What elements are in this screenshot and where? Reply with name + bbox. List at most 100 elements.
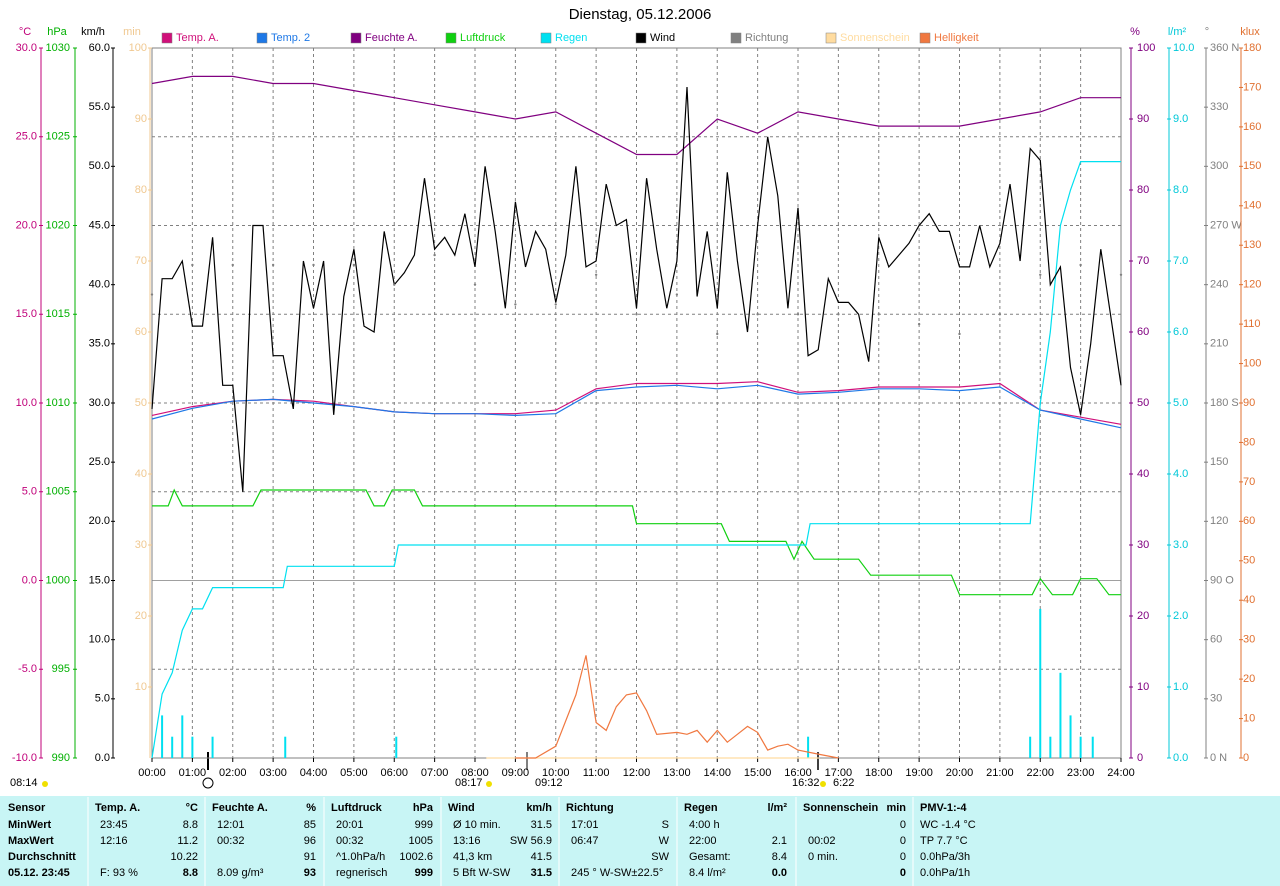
- y-tick-label: 10: [1243, 712, 1255, 724]
- y-tick-label: 30: [1243, 634, 1255, 646]
- x-tick-label: 06:00: [380, 767, 408, 779]
- series-line: [151, 381, 1122, 425]
- table-cell: 91: [304, 851, 316, 863]
- y-tick-label: -5.0: [18, 663, 37, 675]
- rain-bar: [1059, 672, 1062, 758]
- table-cell: MaxWert: [8, 835, 54, 847]
- x-tick-label: 14:00: [703, 767, 731, 779]
- table-cell: 8.09 g/m³: [217, 867, 264, 879]
- y-tick-label: 20.0: [16, 219, 37, 231]
- legend-swatch: [635, 32, 647, 44]
- y-tick-label: 5.0: [22, 486, 37, 498]
- y-tick-label: 8.0: [1173, 184, 1188, 196]
- series-line: [151, 161, 1121, 759]
- rain-bar: [181, 715, 184, 758]
- direction-dot: [473, 283, 477, 286]
- axis-unit: °: [1205, 26, 1209, 38]
- table-unit: min: [886, 802, 906, 814]
- legend-label: Helligkeit: [934, 32, 979, 44]
- table-cell: WC -1.4 °C: [920, 819, 976, 831]
- table-cell: S: [662, 819, 669, 831]
- y-tick-label: 9.0: [1173, 113, 1188, 125]
- legend-label: Richtung: [745, 32, 788, 44]
- table-header: Feuchte A.: [212, 802, 268, 814]
- y-tick-label: 60: [1137, 326, 1149, 338]
- y-tick-label: 20: [1137, 610, 1149, 622]
- table-header: Regen: [684, 802, 718, 814]
- x-tick-label: 21:00: [986, 767, 1014, 779]
- y-tick-label: 120: [1210, 515, 1228, 527]
- x-tick-label: 23:00: [1067, 767, 1095, 779]
- y-tick-label: 60: [1210, 634, 1222, 646]
- direction-dot: [1079, 263, 1082, 267]
- table-header: Sonnenschein: [803, 802, 878, 814]
- y-tick-label: 20: [135, 610, 147, 622]
- table-cell: 0.0: [772, 867, 787, 879]
- table-cell: 06:47: [571, 835, 599, 847]
- direction-dot: [150, 293, 154, 296]
- rain-bar: [1091, 736, 1094, 758]
- legend-label: Luftdruck: [460, 32, 506, 44]
- legend-swatch: [540, 32, 552, 44]
- axis-unit: °C: [19, 26, 31, 38]
- y-tick-label: 270 W: [1210, 219, 1242, 231]
- direction-dot: [837, 313, 840, 316]
- y-tick-label: 30.0: [16, 42, 37, 54]
- y-tick-label: 10.0: [89, 634, 110, 646]
- table-cell: 4:00 h: [689, 819, 720, 831]
- table-unit: hPa: [413, 802, 434, 814]
- table-cell: Ø 10 min.: [453, 819, 501, 831]
- y-tick-label: 1005: [46, 486, 70, 498]
- sun-icon: [820, 781, 826, 787]
- y-tick-label: 240: [1210, 279, 1228, 291]
- y-tick-label: 10.0: [16, 397, 37, 409]
- y-tick-label: 20: [1243, 673, 1255, 685]
- table-cell: 8.8: [183, 819, 198, 831]
- rain-bar: [171, 736, 174, 758]
- table-cell: 05.12. 23:45: [8, 867, 70, 879]
- direction-dot: [877, 313, 880, 316]
- legend-swatch: [730, 32, 742, 44]
- table-cell: W: [659, 835, 670, 847]
- direction-dot: [796, 313, 800, 316]
- x-tick-label: 15:00: [744, 767, 772, 779]
- y-tick-label: 60.0: [89, 42, 110, 54]
- y-tick-label: 70: [1243, 476, 1255, 488]
- y-tick-label: 1025: [46, 131, 70, 143]
- y-tick-label: 130: [1243, 239, 1261, 251]
- legend-label: Regen: [555, 32, 587, 44]
- sun-icon: [42, 781, 48, 787]
- chart-title: Dienstag, 05.12.2006: [569, 6, 712, 23]
- y-tick-label: 330: [1210, 101, 1228, 113]
- direction-dot: [191, 263, 194, 267]
- y-tick-label: 1010: [46, 397, 70, 409]
- table-cell: 23:45: [100, 819, 128, 831]
- table-cell: 0: [900, 819, 906, 831]
- y-tick-label: -10.0: [12, 752, 37, 764]
- y-tick-label: 30: [1210, 693, 1222, 705]
- y-tick-label: 180: [1243, 42, 1261, 54]
- axis-unit: l/m²: [1168, 26, 1187, 38]
- y-tick-label: 0 N: [1210, 752, 1227, 764]
- x-tick-label: 02:00: [219, 767, 247, 779]
- y-tick-label: 15.0: [16, 308, 37, 320]
- table-cell: 1002.6: [399, 851, 433, 863]
- direction-dot: [352, 263, 356, 267]
- table-cell: 0: [900, 867, 906, 879]
- rain-bar: [1029, 736, 1032, 758]
- y-tick-label: 60: [1243, 515, 1255, 527]
- y-tick-label: 5.0: [1173, 397, 1188, 409]
- y-tick-label: 90: [135, 113, 147, 125]
- x-tick-label: 17:00: [825, 767, 853, 779]
- axis-unit: hPa: [47, 26, 67, 38]
- table-header: PMV-1:-4: [920, 802, 967, 814]
- rain-bar: [284, 736, 287, 758]
- y-tick-label: 995: [52, 663, 70, 675]
- y-tick-label: 3.0: [1173, 539, 1188, 551]
- table-cell: 8.8: [183, 867, 198, 879]
- y-tick-label: 25.0: [16, 131, 37, 143]
- y-tick-label: 100: [1243, 357, 1261, 369]
- table-cell: 8.4: [772, 851, 787, 863]
- table-cell: 0: [900, 851, 906, 863]
